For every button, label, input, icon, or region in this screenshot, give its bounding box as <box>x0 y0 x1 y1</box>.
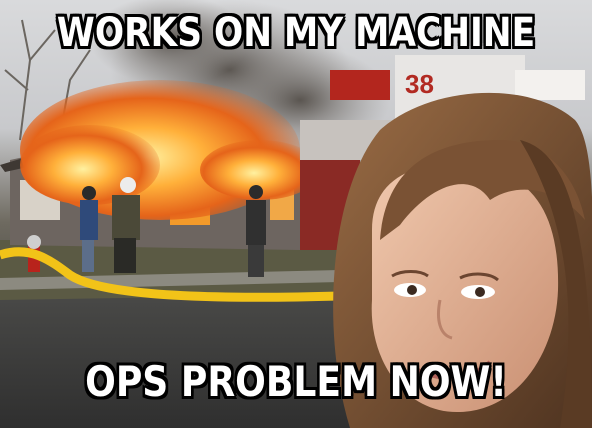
meme-bottom-text: OPS PROBLEM NOW! <box>85 357 507 406</box>
smirk <box>417 360 492 380</box>
truck-number: 38 <box>405 69 434 99</box>
fire-hose <box>0 247 341 302</box>
hair-bangs <box>380 140 585 240</box>
girl <box>333 92 592 428</box>
burning-house <box>0 80 320 250</box>
firefighters <box>80 177 266 277</box>
meme-top-text: WORKS ON MY MACHINE <box>56 10 536 56</box>
